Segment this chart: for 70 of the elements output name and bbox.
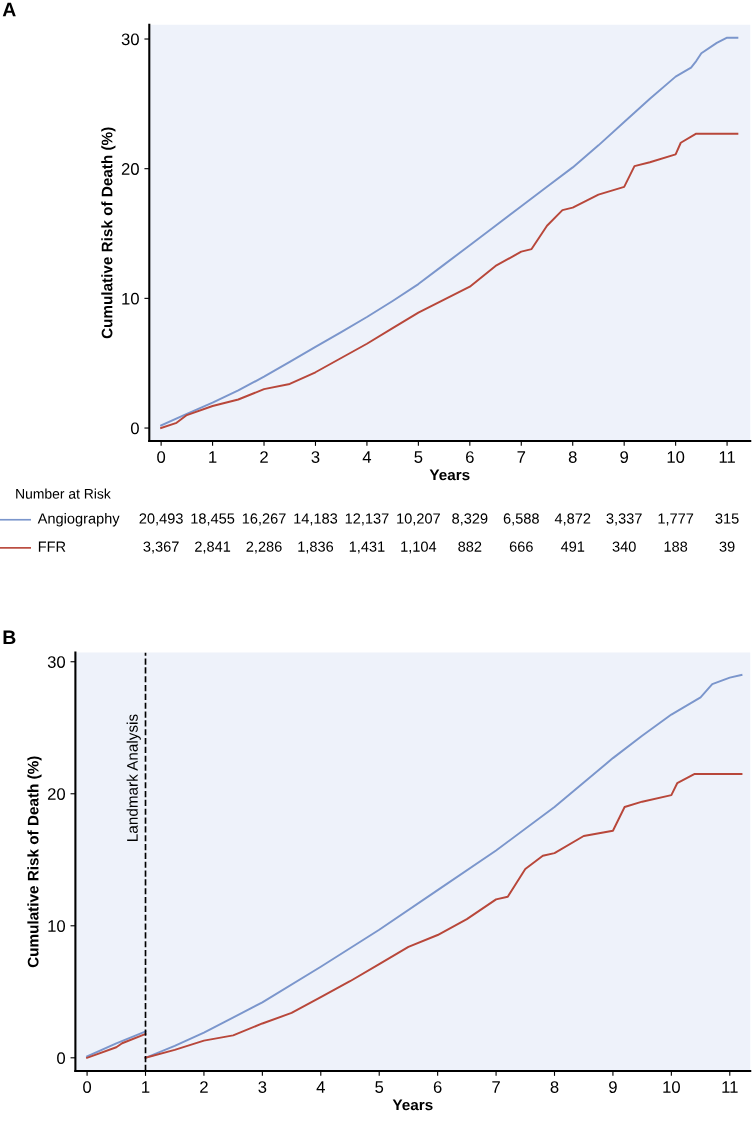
x-tick-label: 3	[311, 451, 320, 463]
text: 2,286	[246, 541, 282, 554]
y-axis-title: Cumulative Risk of Death (%)	[27, 756, 42, 968]
text: 1,777	[658, 513, 694, 526]
x-tick-label: 3	[258, 1081, 267, 1093]
text: 3,367	[143, 541, 179, 554]
text: 2,841	[195, 541, 231, 554]
x-tick-label: 6	[433, 1081, 442, 1093]
x-tick-label: 2	[260, 451, 268, 463]
x-tick-label: 4	[362, 451, 372, 463]
text: 16,267	[242, 513, 286, 526]
x-tick-label: 0	[83, 1081, 92, 1093]
text: 315	[715, 513, 739, 524]
x-tick-label: 8	[550, 1081, 559, 1093]
y-tick-label: 0	[57, 1052, 66, 1064]
text: 6,588	[503, 513, 539, 526]
x-tick-label: 0	[157, 451, 166, 463]
legend-label: Angiography	[37, 512, 120, 527]
text: 666	[509, 541, 533, 552]
x-axis-title: Years	[392, 1099, 433, 1111]
x-tick-label: 10	[663, 1081, 680, 1093]
line-series	[144, 673, 743, 1059]
y-tick-label: 10	[48, 920, 66, 932]
x-tick-label: 4	[316, 1081, 325, 1093]
line-series	[144, 772, 743, 1059]
ref-line-label: Landmark Analysis	[126, 714, 141, 841]
text: 188	[664, 541, 688, 552]
text: 882	[458, 541, 482, 552]
text: 10,207	[397, 513, 440, 526]
y-tick-label: 30	[121, 33, 139, 46]
legend-label: FFR	[38, 541, 66, 552]
y-tick-label: 20	[121, 163, 139, 175]
x-tick-label: 5	[375, 1081, 384, 1093]
x-tick-label: 1	[142, 1081, 150, 1093]
x-tick-label: 1	[209, 451, 217, 463]
y-tick-label: 0	[130, 422, 139, 435]
x-tick-label: 6	[466, 451, 474, 463]
text: 8,329	[452, 513, 488, 526]
y-tick-label: 30	[47, 656, 66, 668]
x-tick-label: 7	[492, 1081, 500, 1093]
text: 1,431	[349, 541, 385, 554]
text: B	[3, 630, 16, 644]
x-tick-label: 11	[719, 451, 735, 463]
x-tick-label: 10	[667, 451, 685, 463]
line-series	[160, 36, 739, 427]
text: 14,183	[294, 513, 338, 526]
x-tick-label: 5	[414, 451, 423, 463]
x-tick-label: 11	[722, 1081, 738, 1093]
text: 491	[560, 541, 585, 552]
x-tick-label: 8	[568, 451, 577, 463]
y-axis-title: Cumulative Risk of Death (%)	[101, 127, 116, 339]
text: 12,137	[345, 513, 389, 526]
text: 20,493	[139, 513, 183, 526]
y-tick-label: 10	[122, 292, 139, 305]
text: 39	[719, 541, 735, 552]
line-series	[160, 132, 739, 429]
x-tick-label: 2	[200, 1081, 208, 1093]
text: A	[2, 2, 16, 17]
x-axis-title: Years	[429, 469, 470, 481]
text: 3,337	[606, 513, 642, 526]
x-tick-label: 7	[517, 451, 526, 463]
x-tick-label: 9	[620, 451, 629, 463]
text: Number at Risk	[16, 488, 111, 499]
x-tick-label: 9	[609, 1081, 617, 1093]
text: 18,455	[191, 513, 235, 526]
text: 1,104	[401, 541, 437, 554]
text: 4,872	[554, 513, 591, 526]
text: 1,836	[298, 541, 334, 554]
y-tick-label: 20	[47, 788, 66, 800]
text: 340	[612, 541, 636, 552]
